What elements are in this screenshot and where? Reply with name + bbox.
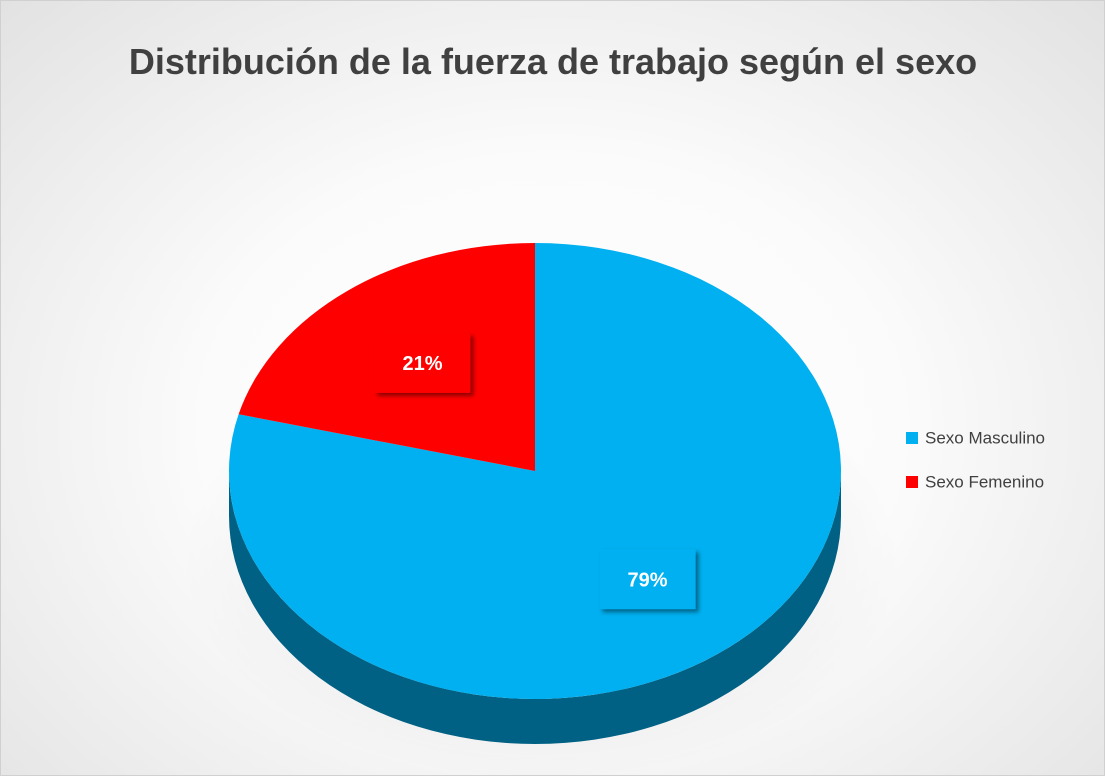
data-label-box [599,549,696,610]
chart-title: Distribución de la fuerza de trabajo seg… [128,41,978,82]
legend-label: Sexo Masculino [925,428,1045,447]
legend-swatch [906,476,918,488]
data-label: 21% [374,332,471,393]
data-label-box [374,332,471,393]
data-label-text: 79% [628,569,668,591]
data-label-text: 21% [402,353,442,375]
slice-side [229,471,841,744]
data-label: 79% [599,549,696,610]
legend-swatch [906,432,918,444]
legend-label: Sexo Femenino [925,472,1044,491]
